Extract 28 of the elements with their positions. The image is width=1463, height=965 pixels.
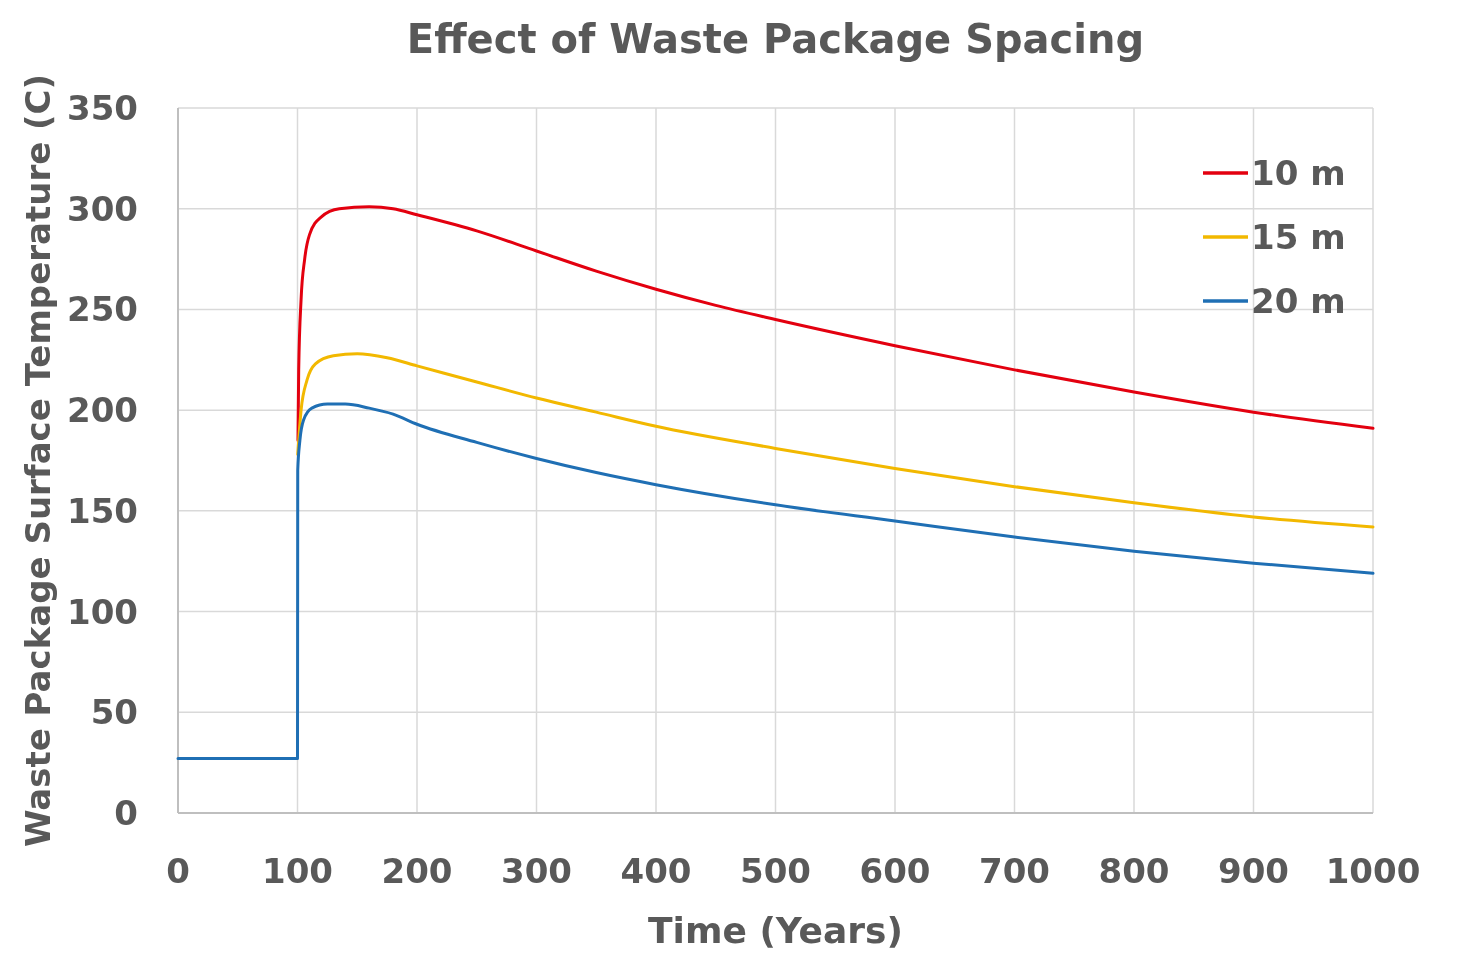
line-series: [296, 205, 1375, 442]
y-tick-label: 0: [114, 793, 138, 833]
x-tick-label: 900: [1218, 851, 1289, 891]
x-tick-label: 100: [262, 851, 333, 891]
x-tick-label: 0: [166, 851, 190, 891]
legend-label: 20 m: [1251, 281, 1346, 321]
x-tick-label: 200: [381, 851, 453, 891]
y-tick-label: 150: [67, 490, 138, 531]
y-axis-title: Waste Package Surface Temperature (C): [18, 73, 58, 848]
y-tick-label: 350: [67, 88, 138, 128]
x-tick-label: 500: [740, 851, 811, 891]
line-series: [296, 352, 1375, 529]
y-tick-label: 100: [67, 591, 138, 632]
x-tick-label: 700: [979, 851, 1050, 891]
y-tick-label: 200: [67, 390, 138, 431]
line-series: [176, 402, 1375, 761]
x-tick-label: 800: [1098, 851, 1170, 891]
y-tick-label: 250: [67, 289, 138, 330]
x-tick-label: 300: [501, 851, 572, 891]
legend-label: 15 m: [1251, 217, 1346, 257]
y-tick-label: 50: [90, 692, 138, 733]
x-tick-label: 600: [859, 851, 931, 891]
x-tick-label: 1000: [1325, 851, 1421, 891]
legend-label: 10 m: [1251, 153, 1346, 193]
x-tick-label: 400: [620, 851, 692, 891]
y-tick-label: 300: [67, 188, 138, 229]
chart-title: Effect of Waste Package Spacing: [406, 16, 1145, 62]
x-axis-title: Time (Years): [648, 910, 903, 951]
